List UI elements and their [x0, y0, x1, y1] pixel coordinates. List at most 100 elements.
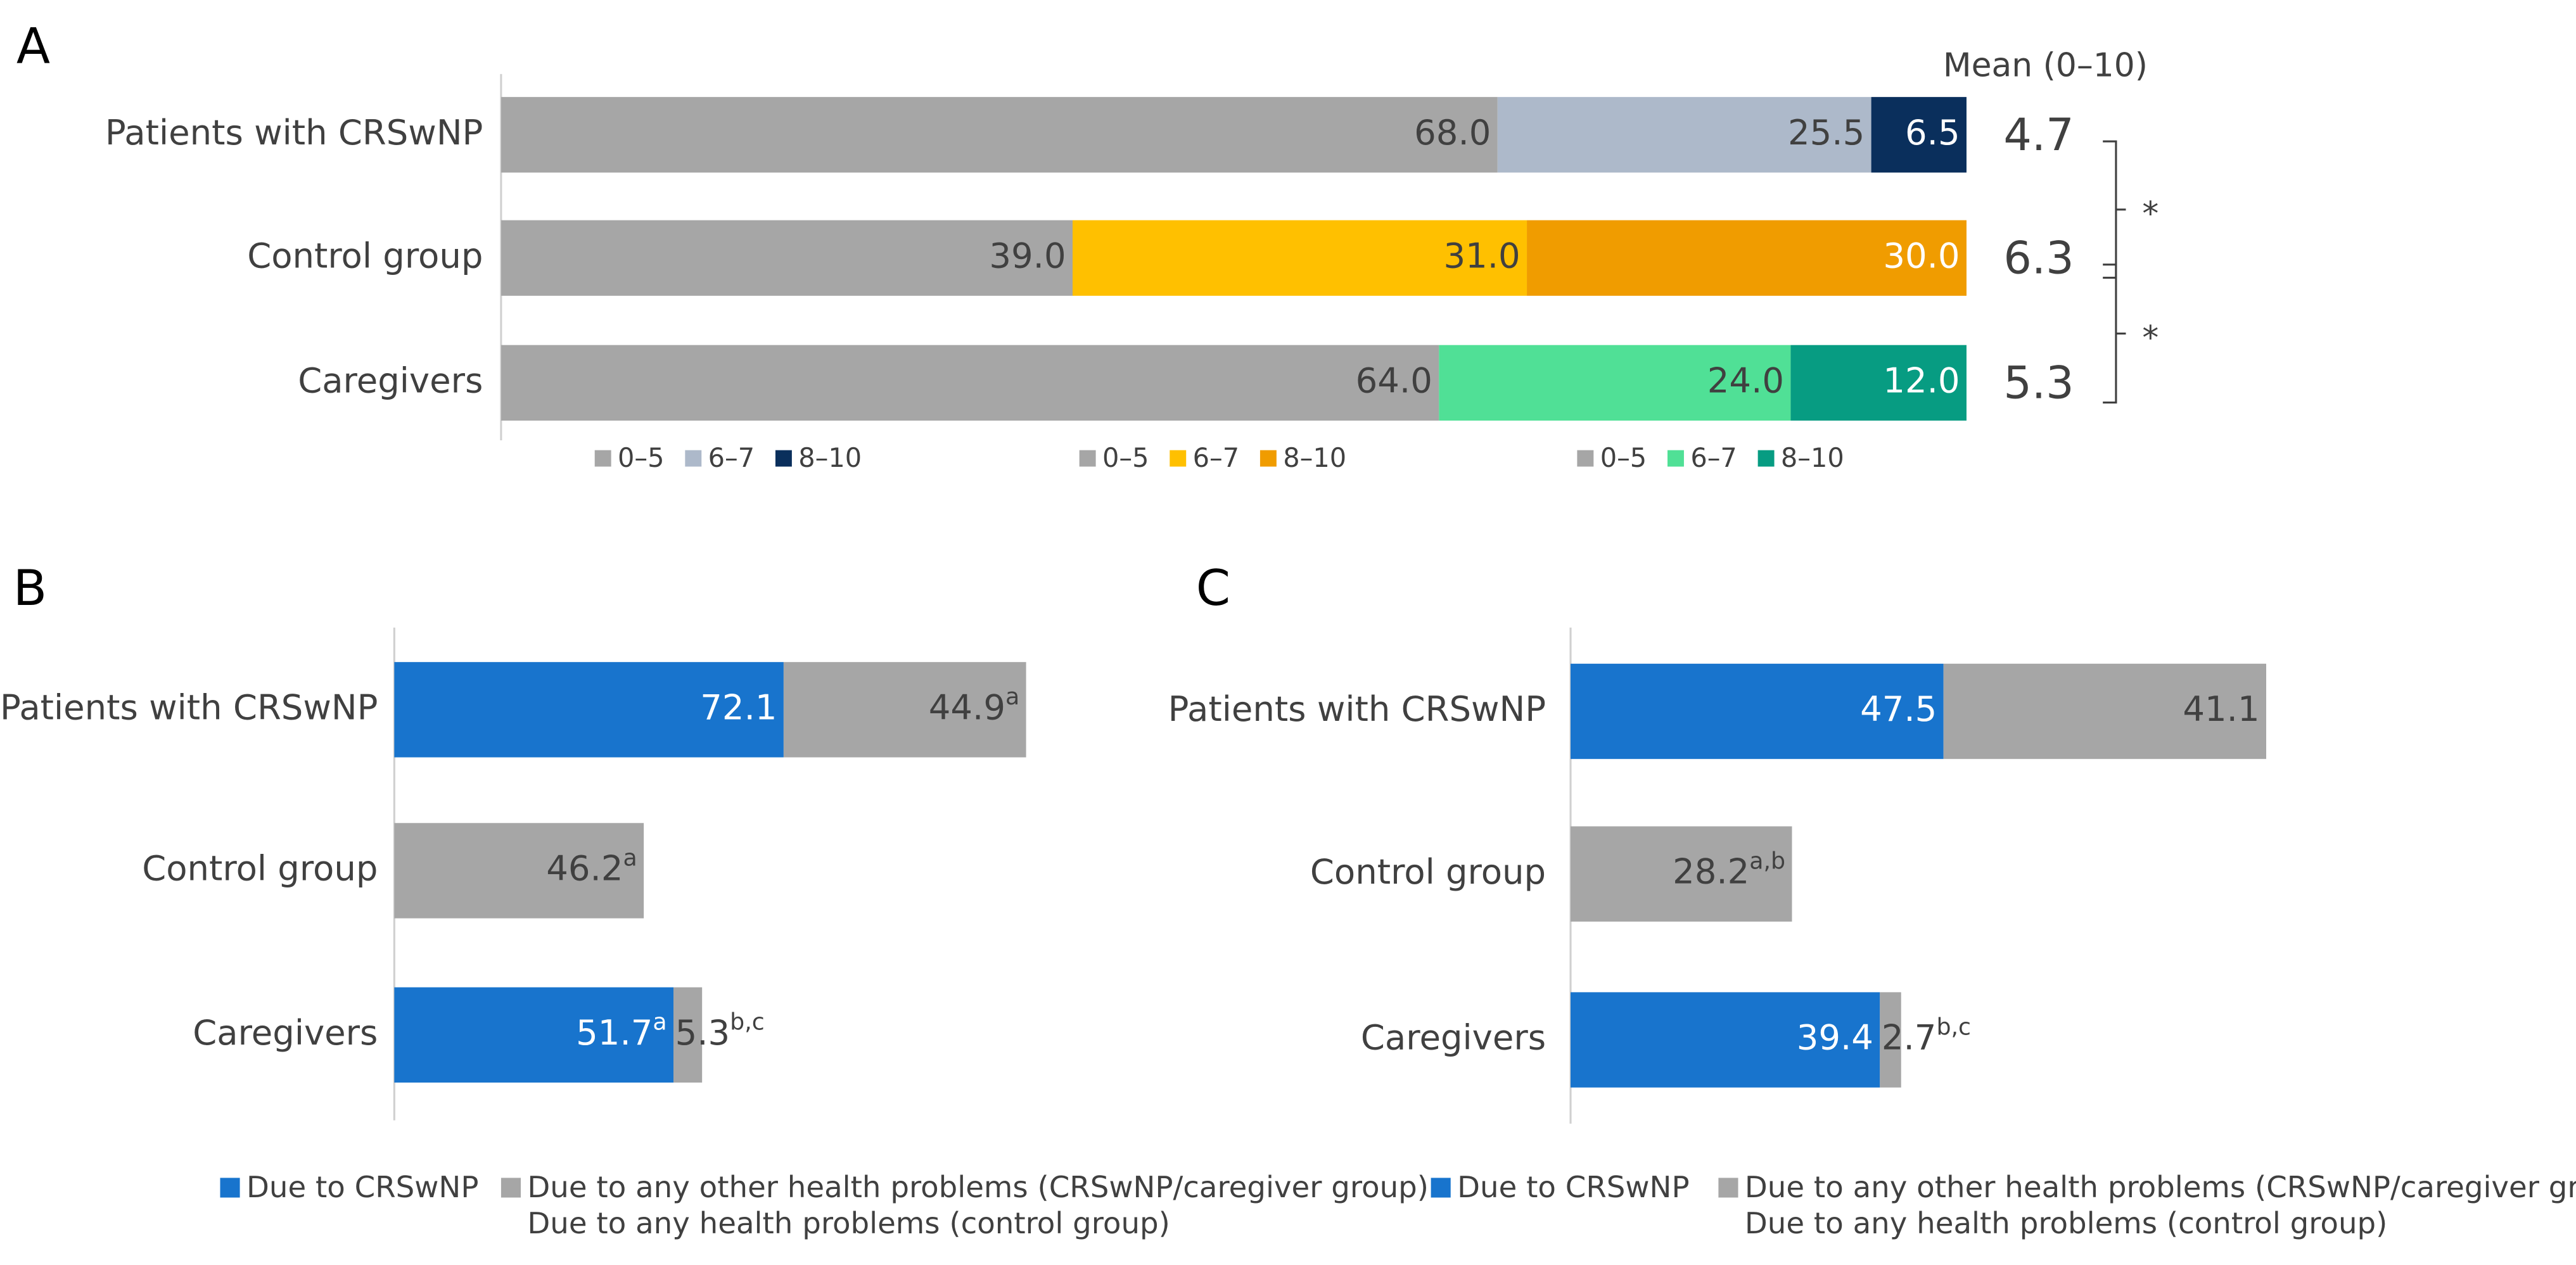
legend-swatch [220, 1178, 240, 1198]
value-label: 28.2a,b [1673, 848, 1785, 892]
value-text: 12.0 [1883, 360, 1960, 400]
significance-label: * [2142, 195, 2158, 233]
value-text: 24.0 [1707, 360, 1784, 400]
superscript: b,c [730, 1008, 765, 1036]
value-text: 30.0 [1883, 235, 1960, 276]
value-label: 47.5 [1860, 689, 1937, 729]
bar-segment [1497, 97, 1871, 173]
significance-bracket [2103, 264, 2126, 404]
bar-segment [394, 823, 644, 919]
value-text: 46.2 [546, 848, 623, 889]
value-label: 51.7a [576, 1008, 666, 1053]
bar-segment [1943, 663, 2266, 760]
value-label: 24.0 [1707, 360, 1784, 400]
legend-swatch [1577, 450, 1594, 467]
value-text: 2.7 [1882, 1017, 1937, 1058]
bar-segment [783, 662, 1026, 758]
value-label: 12.0 [1883, 360, 1960, 400]
superscript: a [623, 844, 637, 871]
legend-label: 6–7 [1193, 442, 1240, 473]
legend-label: Due to CRSwNP [1457, 1171, 1690, 1205]
legend-label: 8–10 [1781, 442, 1844, 473]
value-label: 46.2a [546, 844, 637, 888]
value-label: 72.1 [700, 687, 777, 728]
bar-segment [1571, 663, 1944, 760]
value-text: 41.1 [2183, 689, 2259, 729]
category-label: Control group [1310, 851, 1546, 892]
mean-value: 6.3 [2003, 232, 2074, 284]
bar-segment [1439, 345, 1791, 421]
legend-note: Due to any health problems (control grou… [1745, 1207, 2387, 1241]
value-text: 47.5 [1860, 689, 1937, 729]
legend-swatch [1259, 450, 1277, 467]
legend-swatch [1079, 450, 1096, 467]
value-label: 41.1 [2183, 689, 2259, 729]
category-label: Caregivers [298, 360, 483, 400]
category-label: Caregivers [193, 1012, 378, 1053]
legend-label: 0–5 [618, 442, 665, 473]
category-label: Patients with CRSwNP [0, 687, 378, 728]
significance-bracket [2103, 140, 2126, 279]
value-text: 6.5 [1905, 112, 1960, 153]
category-label: Control group [142, 848, 378, 889]
value-text: 72.1 [700, 687, 777, 728]
value-text: 51.7 [576, 1012, 653, 1053]
bar-segment [1571, 826, 1792, 922]
significance-label: * [2142, 319, 2158, 357]
bar-segment [673, 987, 703, 1083]
legend-swatch [1667, 450, 1684, 467]
legend-label: Due to any other health problems (CRSwNP… [1745, 1171, 2576, 1205]
legend-label: 8–10 [798, 442, 862, 473]
category-label: Patients with CRSwNP [105, 112, 483, 153]
bar-segment [394, 987, 674, 1083]
legend-swatch [594, 450, 611, 467]
bar-segment [1571, 992, 1880, 1088]
legend-label: 0–5 [1102, 442, 1149, 473]
legend-label: 6–7 [1690, 442, 1737, 473]
bar-segment [501, 220, 1073, 296]
bar-segment [501, 97, 1498, 173]
mean-value: 5.3 [2003, 357, 2074, 409]
legend-label: Due to any other health problems (CRSwNP… [527, 1171, 1429, 1205]
bar-segment [1072, 220, 1527, 296]
value-text: 68.0 [1414, 112, 1491, 153]
value-label: 68.0 [1414, 112, 1491, 153]
value-text: 31.0 [1443, 235, 1520, 276]
bar-segment [1527, 220, 1967, 296]
legend-swatch [775, 450, 792, 467]
value-label: 25.5 [1788, 112, 1865, 153]
panel-label: A [16, 18, 50, 75]
value-text: 39.4 [1797, 1017, 1873, 1058]
mean-title: Mean (0–10) [1943, 46, 2148, 84]
legend-swatch [1431, 1178, 1451, 1198]
category-label: Control group [247, 235, 483, 276]
legend-swatch [685, 450, 702, 467]
bar-segment [1790, 345, 1967, 421]
legend-label: 8–10 [1283, 442, 1346, 473]
mean-value: 4.7 [2003, 109, 2074, 161]
superscript: b,c [1936, 1013, 1971, 1040]
superscript: a [1005, 683, 1019, 710]
value-text: 5.3 [675, 1012, 730, 1053]
superscript: a,b [1749, 848, 1785, 875]
value-label: 6.5 [1905, 112, 1960, 153]
legend-label: 0–5 [1600, 442, 1647, 473]
value-label: 39.4 [1797, 1017, 1873, 1058]
legend-swatch [1718, 1178, 1738, 1198]
legend-swatch [1170, 450, 1187, 467]
legend-swatch [501, 1178, 521, 1198]
value-text: 25.5 [1788, 112, 1865, 153]
bar-segment [501, 345, 1439, 421]
value-label: 44.9a [929, 683, 1019, 727]
bar-segment [394, 662, 784, 758]
legend-swatch [1757, 450, 1775, 467]
legend-note: Due to any health problems (control grou… [527, 1207, 1170, 1241]
value-label: 64.0 [1356, 360, 1432, 400]
value-label: 39.0 [989, 235, 1066, 276]
value-text: 28.2 [1673, 851, 1749, 892]
value-label: 5.3b,c [675, 1008, 765, 1053]
category-label: Patients with CRSwNP [1168, 689, 1546, 729]
legend-label: Due to CRSwNP [246, 1171, 479, 1205]
value-text: 39.0 [989, 235, 1066, 276]
